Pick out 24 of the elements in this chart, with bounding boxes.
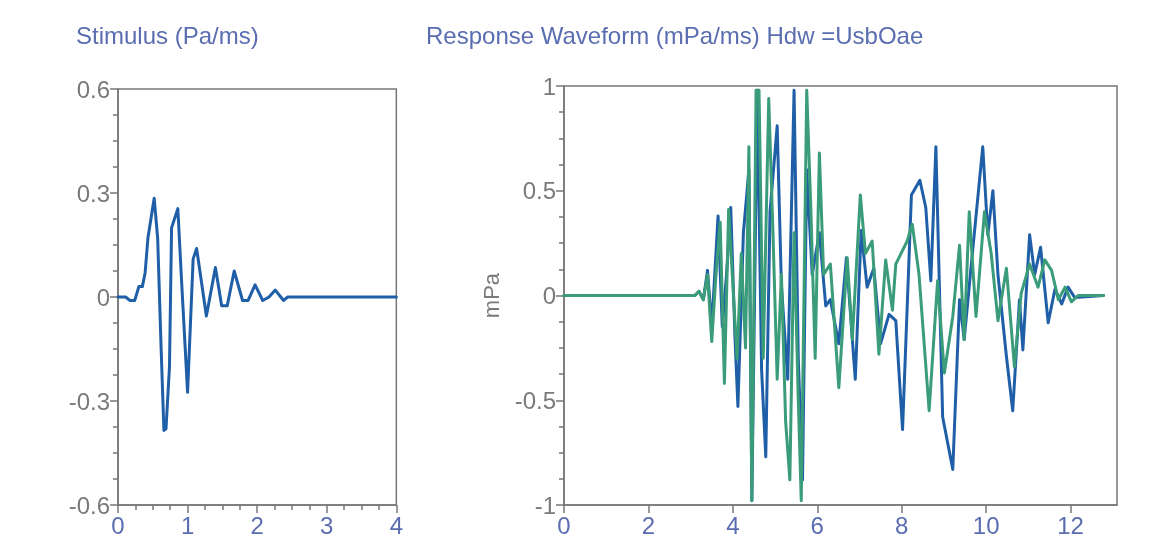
y-axis-title: mPa xyxy=(478,272,504,319)
x-tick-label: 4 xyxy=(389,511,404,539)
x-tick-label: 2 xyxy=(641,511,656,539)
y-tick-label: 0.5 xyxy=(522,177,556,205)
x-tick-label: 8 xyxy=(895,511,909,539)
x-tick-label: 3 xyxy=(320,511,334,539)
chart-title: Response Waveform (mPa/ms) Hdw =UsbOae xyxy=(426,21,924,49)
y-tick-label: 0.6 xyxy=(76,75,110,103)
y-tick-label: 1 xyxy=(542,72,556,100)
x-tick-label: 10 xyxy=(972,511,1000,539)
y-tick-label: -1 xyxy=(534,491,556,519)
y-tick-label: -0.5 xyxy=(514,386,556,414)
x-tick-label: 6 xyxy=(810,511,824,539)
y-tick-label: 0 xyxy=(542,282,556,309)
chart-title: Stimulus (Pa/ms) xyxy=(76,21,259,49)
y-tick-label: -0.6 xyxy=(68,491,110,519)
y-tick-label: 0.3 xyxy=(76,179,110,207)
x-tick-label: 2 xyxy=(250,511,264,539)
y-tick-label: 0 xyxy=(96,283,110,311)
x-tick-label: 4 xyxy=(726,511,740,539)
x-tick-label: 12 xyxy=(1057,511,1084,539)
line-series xyxy=(116,196,398,432)
x-tick-label: 1 xyxy=(180,511,195,539)
y-tick-label: -0.3 xyxy=(68,387,110,415)
